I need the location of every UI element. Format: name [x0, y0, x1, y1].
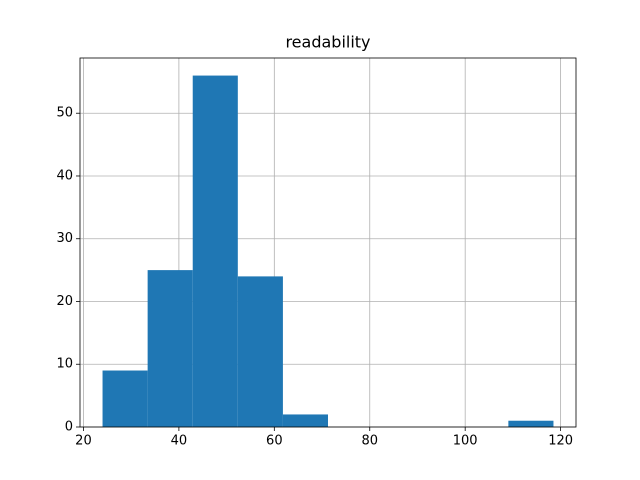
y-tick-label: 30	[56, 231, 73, 246]
x-tick-label: 100	[453, 434, 478, 449]
x-tick-label: 120	[548, 434, 573, 449]
plot-frame	[79, 57, 577, 428]
bar	[192, 75, 238, 428]
x-tick-label: 20	[75, 434, 92, 449]
chart-title: readability	[285, 33, 370, 52]
bar	[147, 270, 193, 427]
bar	[102, 370, 148, 427]
y-tick-label: 20	[56, 294, 73, 309]
y-tick-label: 0	[65, 420, 73, 435]
y-tick-label: 50	[56, 106, 73, 121]
bar	[282, 414, 328, 427]
x-tick-label: 40	[171, 434, 188, 449]
y-tick-label: 40	[56, 168, 73, 183]
bar	[237, 276, 283, 427]
bar	[508, 420, 554, 427]
x-tick-label: 60	[266, 434, 283, 449]
y-tick-label: 10	[56, 357, 73, 372]
x-tick-label: 80	[361, 434, 378, 449]
